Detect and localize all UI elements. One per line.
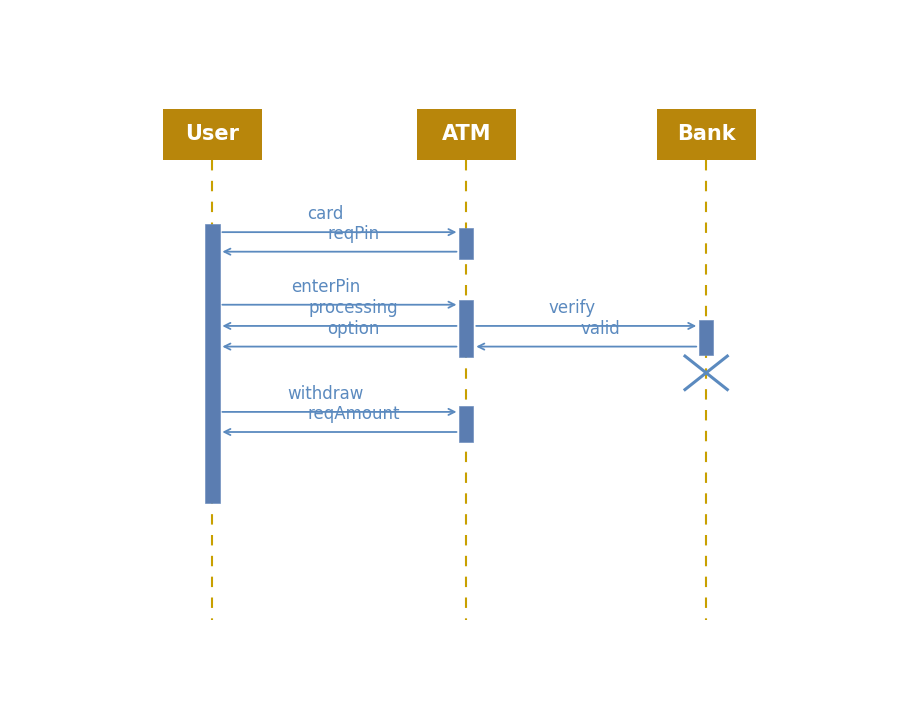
Bar	[206, 224, 219, 503]
Text: User: User	[186, 125, 239, 144]
Text: verify: verify	[549, 299, 596, 317]
Text: reqAmount: reqAmount	[308, 405, 399, 423]
Bar	[417, 109, 516, 160]
Bar	[657, 109, 755, 160]
Bar	[460, 228, 473, 259]
Text: option: option	[328, 320, 379, 338]
Bar	[699, 320, 713, 355]
Text: valid: valid	[581, 320, 621, 338]
Bar	[460, 406, 473, 442]
Text: card: card	[308, 205, 343, 223]
Text: enterPin: enterPin	[290, 278, 360, 296]
Text: Bank: Bank	[677, 125, 735, 144]
Bar	[163, 109, 262, 160]
Text: reqPin: reqPin	[328, 225, 379, 243]
Bar	[460, 300, 473, 357]
Text: withdraw: withdraw	[288, 385, 363, 403]
Text: ATM: ATM	[441, 125, 491, 144]
Text: processing: processing	[308, 299, 399, 317]
